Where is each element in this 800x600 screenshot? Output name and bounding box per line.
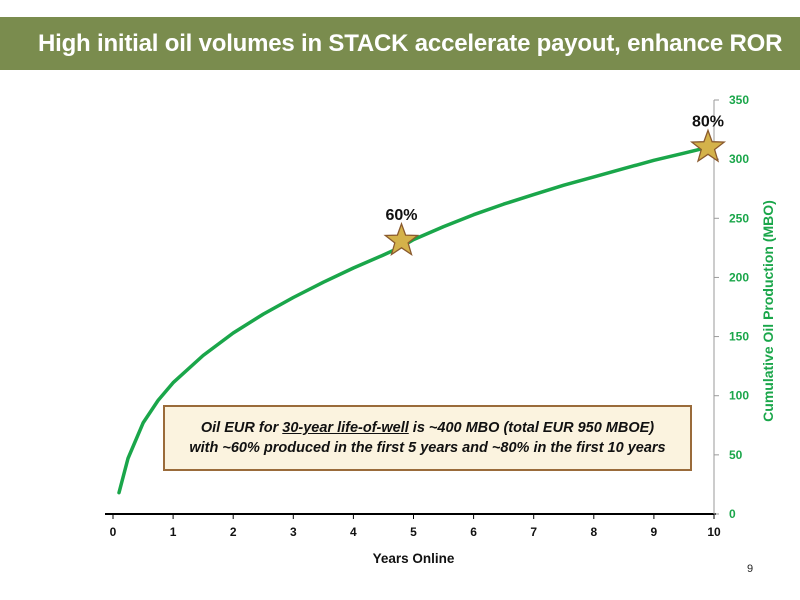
callout-text-underlined: 30-year life-of-well	[282, 420, 409, 436]
x-tick-label-10: 10	[707, 525, 721, 539]
x-tick-label-9: 9	[651, 525, 658, 539]
callout-text-pre: Oil EUR for	[200, 420, 283, 436]
title-bar: High initial oil volumes in STACK accele…	[0, 17, 800, 70]
x-tick-label-5: 5	[410, 525, 417, 539]
slide-title: High initial oil volumes in STACK accele…	[38, 29, 783, 57]
x-tick-label-3: 3	[290, 525, 297, 539]
callout-text-post: is ~400 MBO (total EUR 950 MBOE)	[408, 420, 655, 436]
y-tick-label-350: 350	[729, 93, 749, 107]
x-tick-label-7: 7	[530, 525, 537, 539]
marker-label-1: 80%	[692, 113, 724, 130]
y-tick-label-50: 50	[729, 448, 743, 462]
y-tick-label-200: 200	[729, 270, 749, 284]
star-marker-0	[383, 221, 420, 257]
page-number: 9	[747, 563, 754, 575]
y-tick-label-250: 250	[729, 211, 749, 225]
x-tick-label-1: 1	[170, 525, 177, 539]
y-axis-title: Cumulative Oil Production (MBO)	[760, 200, 776, 422]
y-tick-label-150: 150	[729, 330, 749, 344]
x-tick-label-0: 0	[110, 525, 117, 539]
y-tick-label-0: 0	[729, 507, 736, 521]
x-tick-label-2: 2	[230, 525, 237, 539]
star-marker-1	[689, 128, 727, 163]
callout-box: Oil EUR for 30-year life-of-well is ~400…	[163, 405, 692, 471]
y-tick-label-300: 300	[729, 152, 749, 166]
x-axis-title: Years Online	[373, 551, 455, 566]
x-tick-label-8: 8	[590, 525, 597, 539]
callout-line-2: with ~60% produced in the first 5 years …	[189, 440, 666, 456]
callout-line-1: Oil EUR for 30-year life-of-well is ~400…	[201, 418, 654, 438]
marker-label-0: 60%	[385, 207, 417, 224]
y-tick-label-100: 100	[729, 389, 749, 403]
x-tick-label-6: 6	[470, 525, 477, 539]
x-tick-label-4: 4	[350, 525, 357, 539]
